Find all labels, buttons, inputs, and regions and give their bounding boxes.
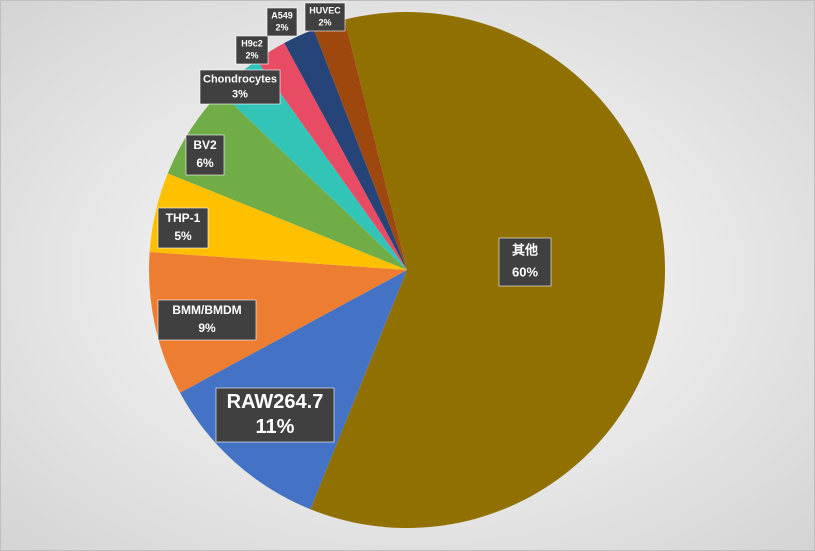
category-label: RAW264.7 [227, 391, 324, 413]
pie-slice [256, 43, 407, 271]
category-label: THP-1 [166, 211, 201, 225]
label-box [215, 387, 335, 443]
value-label: 60% [512, 264, 538, 279]
pie-slice [149, 252, 408, 393]
label-box [185, 134, 225, 176]
category-label: 其他 [512, 242, 538, 257]
pie-slice [149, 173, 407, 270]
category-label: BV2 [193, 138, 217, 152]
value-label: 2% [245, 50, 258, 60]
category-label: BMM/BMDM [172, 303, 241, 317]
label-box [498, 237, 552, 287]
pie-slice [167, 92, 407, 270]
value-label: 3% [232, 88, 248, 100]
category-label: Chondrocytes [203, 73, 277, 85]
value-label: 9% [198, 321, 216, 335]
value-label: 11% [256, 416, 295, 438]
category-label: H9c2 [241, 38, 263, 48]
pie-slice [310, 12, 665, 528]
value-label: 5% [174, 229, 192, 243]
pie-slice [220, 60, 407, 271]
label-box [199, 69, 281, 105]
category-label: A549 [271, 10, 293, 20]
label-box [157, 299, 257, 341]
pie-slice [313, 19, 407, 271]
value-label: 2% [275, 22, 288, 32]
category-label: HUVEC [309, 5, 341, 15]
label-box [235, 35, 269, 65]
label-box [304, 2, 346, 32]
pie-slice [284, 29, 407, 270]
label-box [157, 207, 209, 249]
value-label: 6% [196, 156, 214, 170]
label-box [266, 7, 298, 37]
value-label: 2% [318, 17, 331, 27]
